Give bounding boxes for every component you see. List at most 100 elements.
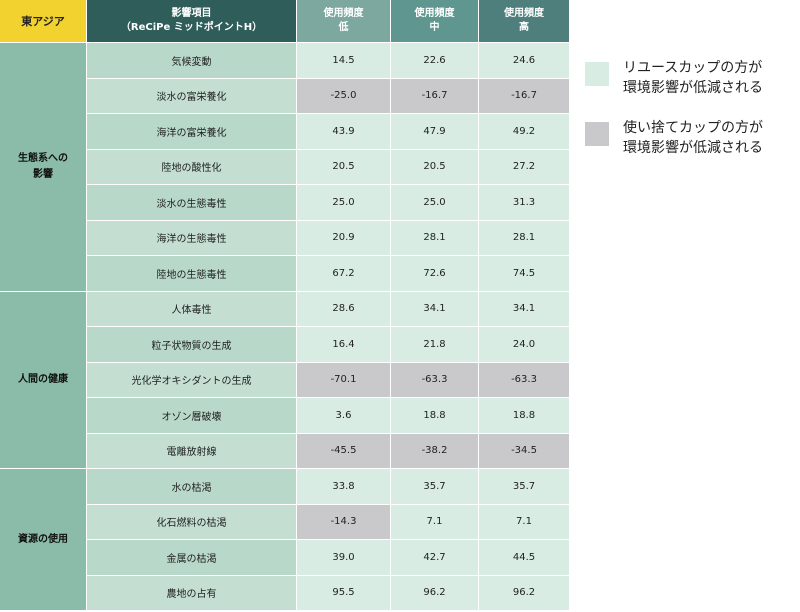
value-text: -38.2 — [421, 445, 448, 457]
value-cell: 96.2 — [391, 575, 478, 610]
value-cell: 34.1 — [391, 291, 478, 326]
value-text: 28.1 — [423, 232, 446, 244]
legend-entry: リユースカップの方が 環境影響が低減される — [585, 58, 800, 102]
value-text: 28.1 — [512, 232, 536, 244]
value-cell: -16.7 — [391, 78, 478, 113]
value-text: 27.2 — [512, 161, 536, 173]
value-cell: 33.8 — [297, 469, 390, 504]
legend-line: 環境影響が低減される — [623, 80, 763, 96]
value-cell: 34.1 — [479, 291, 569, 326]
legend-swatch — [585, 122, 609, 146]
region-header: 東アジア — [0, 0, 86, 42]
impact-item-cell: 淡水の富栄養化 — [87, 78, 296, 113]
impact-item-cell: 気候変動 — [87, 43, 296, 78]
impact-item-label: 陸地の酸性化 — [161, 163, 222, 175]
usage-header-label: 使用頻度 — [414, 8, 455, 19]
impact-item-cell: 海洋の生態毒性 — [87, 220, 296, 255]
impact-item-cell: 陸地の生態毒性 — [87, 256, 296, 291]
value-cell: 35.7 — [479, 469, 569, 504]
usage-header-level: 低 — [338, 22, 349, 33]
value-cell: 44.5 — [479, 540, 569, 575]
value-text: 25.0 — [423, 196, 446, 208]
value-text: 18.8 — [512, 409, 536, 421]
impact-item-label: 金属の枯渇 — [166, 553, 217, 565]
impact-item-cell: 化石燃料の枯渇 — [87, 504, 296, 539]
usage-header-level: 中 — [429, 22, 440, 33]
value-cell: 31.3 — [479, 185, 569, 220]
value-text: -14.3 — [330, 516, 357, 528]
value-cell: 49.2 — [479, 114, 569, 149]
value-cell: 18.8 — [479, 398, 569, 433]
value-cell: 25.0 — [391, 185, 478, 220]
value-text: 16.4 — [332, 338, 355, 350]
value-text: 49.2 — [512, 125, 536, 137]
value-cell: 16.4 — [297, 327, 390, 362]
value-text: 22.6 — [423, 54, 446, 66]
usage-header-level: 高 — [519, 22, 529, 33]
value-text: 7.1 — [516, 516, 532, 528]
impact-item-label: 人体毒性 — [171, 305, 212, 317]
category-label: 生態系への — [18, 152, 68, 164]
value-cell: 20.5 — [391, 149, 478, 184]
legend-line: リユースカップの方が — [623, 60, 763, 76]
value-cell: 24.0 — [479, 327, 569, 362]
impact-item-cell: 粒子状物質の生成 — [87, 327, 296, 362]
impact-item-cell: 水の枯渇 — [87, 469, 296, 504]
value-cell: 14.5 — [297, 43, 390, 78]
value-cell: 28.1 — [479, 220, 569, 255]
value-cell: 22.6 — [391, 43, 478, 78]
item-header: 影響項目 （ReCiPe ミッドポイントH） — [87, 0, 296, 42]
legend-text: リユースカップの方が 環境影響が低減される — [623, 58, 800, 98]
value-cell: -63.3 — [479, 362, 569, 397]
usage-header-high: 使用頻度高 — [479, 0, 569, 42]
value-text: 24.0 — [512, 338, 536, 350]
value-cell: 24.6 — [479, 43, 569, 78]
value-cell: 28.6 — [297, 291, 390, 326]
value-text: 95.5 — [332, 587, 355, 599]
impact-item-label: 陸地の生態毒性 — [156, 269, 227, 281]
value-cell: 28.1 — [391, 220, 478, 255]
value-cell: 95.5 — [297, 575, 390, 610]
value-text: 34.1 — [512, 303, 536, 315]
category-cell: 資源の使用 — [0, 469, 86, 610]
region-label: 東アジア — [21, 15, 65, 28]
value-text: -70.1 — [330, 374, 357, 386]
legend-entry: 使い捨てカップの方が 環境影響が低減される — [585, 118, 800, 162]
value-text: 14.5 — [332, 54, 355, 66]
value-text: 20.5 — [332, 161, 355, 173]
value-text: -34.5 — [511, 445, 537, 457]
usage-header-mid: 使用頻度中 — [391, 0, 478, 42]
impact-item-label: 淡水の富栄養化 — [156, 92, 227, 104]
value-text: 3.6 — [335, 409, 352, 421]
value-text: 44.5 — [512, 551, 536, 563]
impact-item-label: オゾン層破壊 — [161, 411, 222, 423]
value-text: 18.8 — [423, 409, 446, 421]
value-text: 72.6 — [423, 267, 446, 279]
value-text: -63.3 — [511, 374, 537, 386]
value-text: -63.3 — [421, 374, 448, 386]
value-text: -25.0 — [330, 90, 357, 102]
value-text: -45.5 — [330, 445, 357, 457]
item-header-title: 影響項目 — [171, 8, 212, 19]
impact-item-cell: 電離放射線 — [87, 433, 296, 468]
impact-item-label: 化石燃料の枯渇 — [156, 518, 227, 530]
value-cell: 18.8 — [391, 398, 478, 433]
impact-item-label: 淡水の生態毒性 — [156, 198, 227, 210]
value-cell: 20.5 — [297, 149, 390, 184]
category-cell: 人間の健康 — [0, 291, 86, 468]
value-text: 74.5 — [512, 267, 536, 279]
impact-item-cell: 金属の枯渇 — [87, 540, 296, 575]
impact-item-label: 粒子状物質の生成 — [151, 340, 232, 352]
value-cell: 39.0 — [297, 540, 390, 575]
value-text: 33.8 — [332, 480, 355, 492]
value-text: 25.0 — [332, 196, 355, 208]
value-cell: -45.5 — [297, 433, 390, 468]
legend-line: 使い捨てカップの方が — [623, 120, 763, 136]
value-text: 20.9 — [332, 232, 355, 244]
value-text: 31.3 — [512, 196, 536, 208]
usage-header-label: 使用頻度 — [504, 8, 544, 19]
value-cell: 67.2 — [297, 256, 390, 291]
value-cell: 7.1 — [479, 504, 569, 539]
value-text: 39.0 — [332, 551, 355, 563]
impact-item-label: 農地の占有 — [166, 589, 217, 601]
